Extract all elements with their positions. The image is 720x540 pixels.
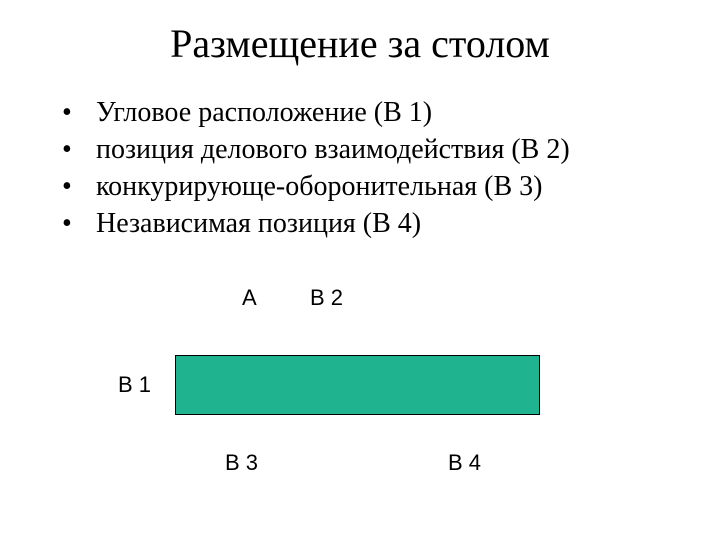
label-b1: В 1 — [118, 372, 151, 398]
slide: Размещение за столом • Угловое расположе… — [0, 0, 720, 540]
label-b4: В 4 — [448, 450, 481, 476]
label-a: А — [242, 285, 257, 311]
label-b2: В 2 — [310, 285, 343, 311]
diagram: А В 2 В 1 В 3 В 4 — [0, 0, 720, 540]
label-b3: В 3 — [225, 450, 258, 476]
table-rectangle — [175, 355, 540, 415]
